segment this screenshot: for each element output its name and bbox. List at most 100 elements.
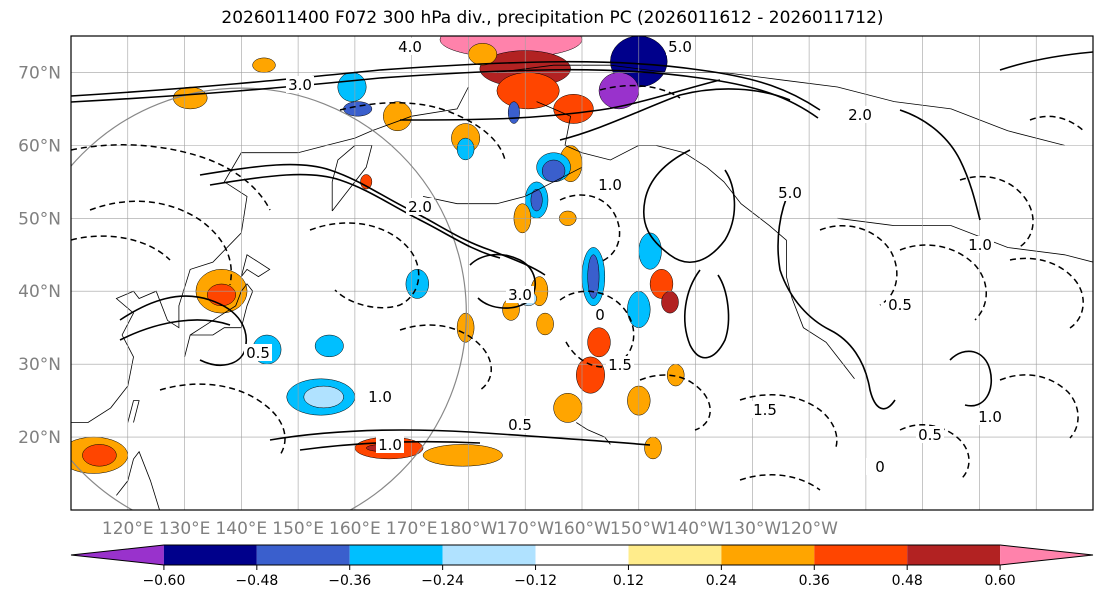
contour-label-bg	[886, 296, 914, 313]
lat-tick-label: 20°N	[18, 428, 61, 448]
lon-tick-labels: 120°E 130°E 140°E 150°E 160°E 170°E 180°W 170°W…	[102, 519, 838, 539]
contour-label: 0.5	[918, 426, 942, 444]
range-ring	[71, 87, 467, 510]
coastline	[422, 166, 583, 205]
contour-line-negative	[309, 222, 420, 309]
contour-label-bg	[586, 306, 614, 323]
contour-line-negative	[819, 225, 898, 306]
contour-label: 1.0	[598, 176, 622, 194]
precip-shade-blob	[576, 356, 605, 394]
contour-line-negative	[159, 383, 286, 456]
lat-tick-label: 50°N	[18, 209, 61, 229]
lon-tick-label: 130°E	[159, 519, 211, 539]
contour-line-negative	[739, 474, 821, 491]
precip-shade-blob	[337, 72, 367, 102]
contour-label: 5.0	[778, 184, 802, 202]
precip-shade-blob	[587, 327, 611, 358]
precip-shade-blob	[314, 334, 344, 358]
coastline	[127, 400, 140, 423]
precip-shade-blob	[553, 393, 583, 423]
precip-shade-blob	[383, 101, 412, 132]
coastline	[496, 64, 1065, 146]
coastline	[184, 283, 254, 357]
precip-shade-blob	[207, 283, 236, 307]
contour-line-positive	[684, 269, 730, 359]
contour-label: 0.5	[246, 344, 270, 362]
contour-line-positive	[119, 319, 231, 341]
contour-label: 0.5	[888, 296, 912, 314]
contour-label: 2.0	[408, 198, 432, 216]
coastline	[116, 450, 160, 510]
coastline	[536, 101, 855, 379]
contour-line-positive	[209, 173, 501, 259]
contour-label-bg	[666, 38, 694, 55]
contour-label: 1.5	[753, 401, 777, 419]
precip-shade-blob	[496, 72, 560, 110]
precip-shade-blob	[644, 436, 662, 460]
contour-label-bg	[846, 106, 874, 123]
contour-line-negative	[559, 194, 621, 263]
contour-line-negative	[899, 244, 987, 321]
divergence-contours	[71, 51, 1093, 491]
contour-line-positive	[469, 253, 536, 309]
contour-line-positive	[949, 350, 992, 407]
map-frame	[70, 35, 1094, 511]
precip-shade-blob	[252, 57, 276, 73]
contour-line-positive	[269, 429, 651, 446]
contour-label: 3.0	[508, 286, 532, 304]
contour-line-positive	[199, 163, 546, 276]
contour-label: 1.0	[378, 436, 402, 454]
lon-tick-label: 160°E	[329, 519, 381, 539]
contour-line-negative	[399, 324, 492, 391]
contour-label-bg	[366, 388, 394, 405]
precip-shade-blob	[456, 137, 475, 161]
lat-tick-label: 30°N	[18, 355, 61, 375]
lon-tick-label: 170°E	[386, 519, 438, 539]
contour-label-bg	[866, 458, 894, 475]
contour-line-negative	[599, 84, 681, 99]
contour-label-bg	[606, 356, 634, 373]
precip-shade-blob	[541, 159, 566, 183]
contour-line-negative	[1009, 257, 1084, 329]
lon-tick-label: 130°W	[723, 519, 781, 539]
contour-line-positive	[71, 68, 819, 119]
coastline	[71, 86, 469, 423]
contour-line-negative	[999, 374, 1079, 439]
contour-label-bg	[244, 344, 272, 361]
lon-tick-label: 170°W	[496, 519, 554, 539]
chart-title: 2026011400 F072 300 hPa div., precipitat…	[221, 8, 884, 28]
precip-shade-blob	[661, 291, 679, 314]
contour-label: 5.0	[668, 38, 692, 56]
precip-shade-blob	[303, 385, 344, 409]
precip-shade-blob	[530, 188, 543, 212]
precip-shade-blob	[343, 101, 373, 117]
precip-shade-blob	[172, 86, 208, 110]
contour-label-bg	[506, 286, 534, 303]
precip-shade-blob	[422, 444, 503, 467]
contour-line-positive	[119, 295, 247, 366]
contour-label-bg	[916, 426, 944, 443]
contour-label: 1.0	[978, 408, 1002, 426]
contour-line-negative	[639, 374, 711, 431]
lon-tick-label: 180°W	[440, 519, 498, 539]
contour-line-positive	[71, 60, 821, 111]
contour-line-positive	[643, 149, 736, 264]
contour-label-bg	[776, 184, 804, 201]
contour-line-negative	[899, 424, 970, 481]
precip-shade-blob	[507, 101, 520, 124]
precip-shade-blob	[468, 43, 498, 66]
contour-line-negative	[339, 101, 506, 161]
contour-label-bg	[966, 236, 994, 253]
contour-label-bg	[406, 198, 434, 215]
contour-label-bg	[396, 38, 424, 55]
lon-tick-label: 150°W	[610, 519, 668, 539]
lon-tick-label: 140°E	[215, 519, 267, 539]
contour-label: 1.5	[608, 356, 632, 374]
contour-line-positive	[899, 109, 981, 221]
contour-label: 0	[875, 458, 885, 476]
contour-line-negative	[739, 394, 838, 451]
contour-label: 1.0	[968, 236, 992, 254]
contour-line-positive	[559, 88, 791, 141]
lon-tick-label: 150°E	[272, 519, 324, 539]
